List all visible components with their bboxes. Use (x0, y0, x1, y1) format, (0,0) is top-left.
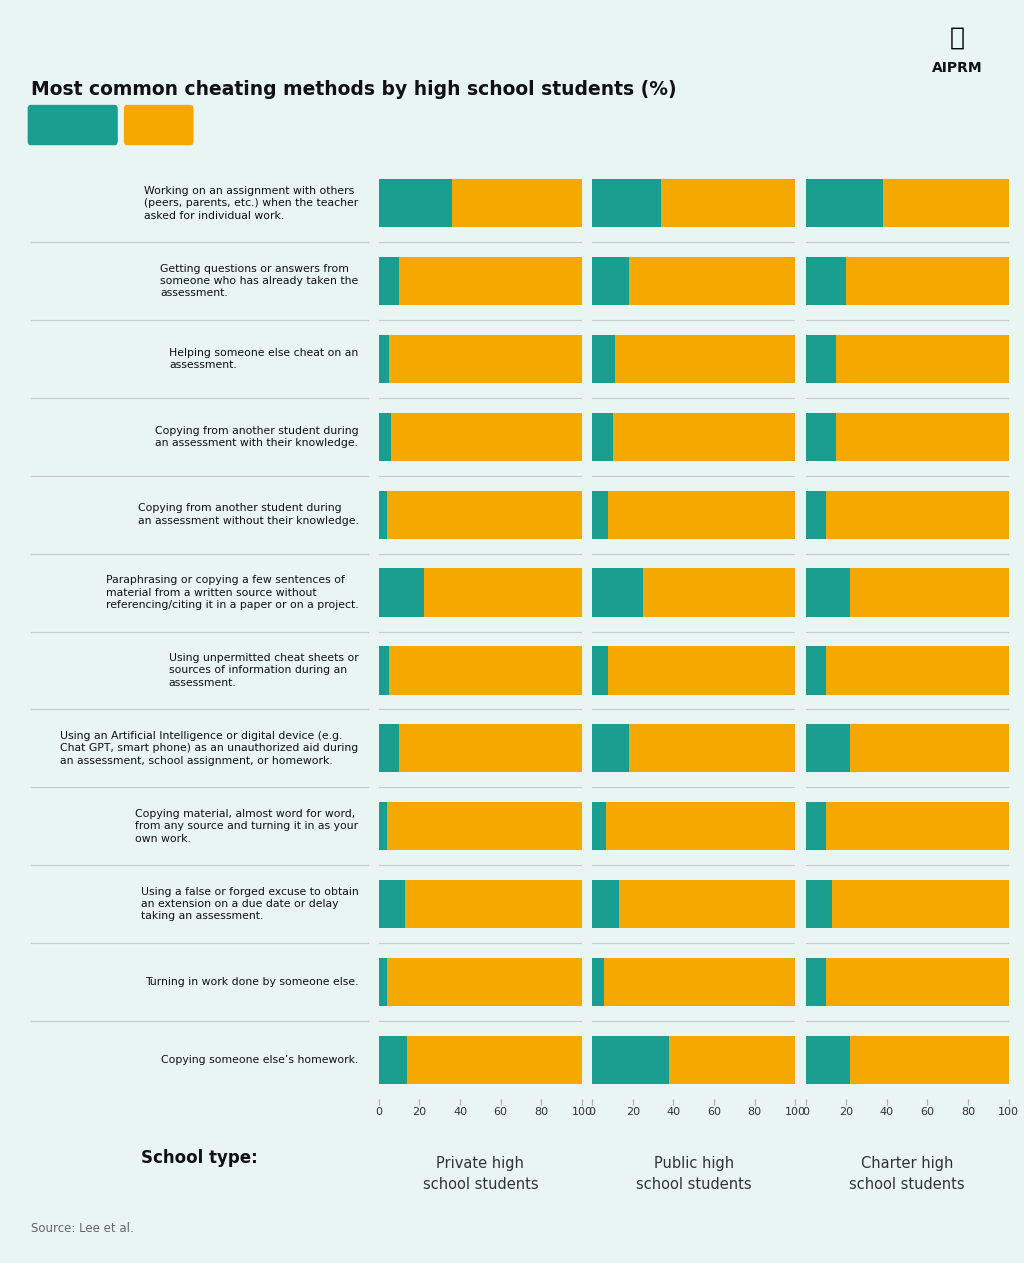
Bar (836, 335, 1009, 383)
Bar (389, 647, 582, 695)
Text: Copying from another student during
an assessment without their knowledge.: Copying from another student during an a… (137, 504, 358, 525)
Bar (379, 724, 399, 773)
Bar (670, 1036, 796, 1084)
Bar (592, 880, 618, 928)
Bar (806, 802, 825, 850)
Bar (379, 256, 399, 306)
Text: Using unpermitted cheat sheets or
sources of information during an
assessment.: Using unpermitted cheat sheets or source… (169, 653, 358, 688)
Bar (452, 179, 582, 227)
Bar (850, 724, 1009, 773)
Bar (592, 802, 606, 850)
Bar (806, 490, 825, 539)
Text: Working on an assignment with others
(peers, parents, etc.) when the teacher
ask: Working on an assignment with others (pe… (144, 186, 358, 221)
Text: Charter high
school students: Charter high school students (849, 1156, 965, 1192)
Bar (831, 880, 1009, 928)
Bar (850, 568, 1009, 616)
Bar (608, 490, 796, 539)
Text: Using a false or forged excuse to obtain
an extension on a due date or delay
tak: Using a false or forged excuse to obtain… (140, 887, 358, 922)
Bar (406, 880, 582, 928)
Bar (618, 880, 796, 928)
Text: Source: Lee et al.: Source: Lee et al. (31, 1223, 133, 1235)
Bar (424, 568, 582, 616)
Bar (806, 256, 846, 306)
Text: AIPRM: AIPRM (932, 61, 983, 75)
Text: Getting questions or answers from
someone who has already taken the
assessment.: Getting questions or answers from someon… (160, 264, 358, 298)
Text: Public high
school students: Public high school students (636, 1156, 752, 1192)
Bar (379, 647, 389, 695)
Bar (883, 179, 1009, 227)
Bar (379, 957, 387, 1007)
Bar (825, 647, 1009, 695)
Bar (592, 413, 612, 461)
Bar (643, 568, 796, 616)
Text: No: No (147, 117, 170, 133)
Bar (806, 1036, 850, 1084)
Bar (387, 957, 582, 1007)
Bar (825, 957, 1009, 1007)
Bar (850, 1036, 1009, 1084)
Bar (379, 880, 406, 928)
Text: Turning in work done by someone else.: Turning in work done by someone else. (145, 978, 358, 986)
Text: Yes: Yes (58, 117, 87, 133)
Bar (379, 179, 452, 227)
Bar (806, 413, 836, 461)
Bar (592, 647, 608, 695)
Bar (592, 1036, 670, 1084)
Bar (387, 802, 582, 850)
Bar (806, 724, 850, 773)
Bar (629, 256, 796, 306)
Bar (806, 647, 825, 695)
Text: School type:: School type: (141, 1149, 258, 1167)
Bar (408, 1036, 582, 1084)
Bar (389, 335, 582, 383)
Bar (399, 724, 582, 773)
Bar (846, 256, 1009, 306)
Text: Helping someone else cheat on an
assessment.: Helping someone else cheat on an assessm… (169, 347, 358, 370)
Bar (606, 802, 796, 850)
Bar (379, 802, 387, 850)
Bar (399, 256, 582, 306)
Text: Private high
school students: Private high school students (423, 1156, 539, 1192)
Bar (592, 724, 629, 773)
Bar (604, 957, 796, 1007)
Bar (806, 179, 883, 227)
Bar (608, 647, 796, 695)
Bar (379, 1036, 408, 1084)
Text: 🔷: 🔷 (950, 25, 965, 51)
Bar (387, 490, 582, 539)
Bar (825, 490, 1009, 539)
Bar (806, 568, 850, 616)
Text: Copying someone else’s homework.: Copying someone else’s homework. (161, 1055, 358, 1065)
Bar (806, 957, 825, 1007)
Bar (592, 957, 604, 1007)
Bar (592, 179, 662, 227)
Bar (592, 335, 614, 383)
Bar (592, 490, 608, 539)
Text: Copying from another student during
an assessment with their knowledge.: Copying from another student during an a… (155, 426, 358, 448)
Bar (629, 724, 796, 773)
Bar (662, 179, 796, 227)
Text: Using an Artificial Intelligence or digital device (e.g.
Chat GPT, smart phone) : Using an Artificial Intelligence or digi… (60, 731, 358, 765)
Bar (379, 568, 424, 616)
Bar (379, 413, 391, 461)
Text: Copying material, almost word for word,
from any source and turning it in as you: Copying material, almost word for word, … (135, 808, 358, 844)
Bar (825, 802, 1009, 850)
Bar (612, 413, 796, 461)
Bar (592, 568, 643, 616)
Bar (592, 256, 629, 306)
Text: Paraphrasing or copying a few sentences of
material from a written source withou: Paraphrasing or copying a few sentences … (105, 575, 358, 610)
Bar (806, 880, 831, 928)
Bar (806, 335, 836, 383)
Bar (379, 335, 389, 383)
Bar (836, 413, 1009, 461)
Bar (391, 413, 582, 461)
Bar (614, 335, 796, 383)
Bar (379, 490, 387, 539)
Text: Most common cheating methods by high school students (%): Most common cheating methods by high sch… (31, 80, 676, 99)
